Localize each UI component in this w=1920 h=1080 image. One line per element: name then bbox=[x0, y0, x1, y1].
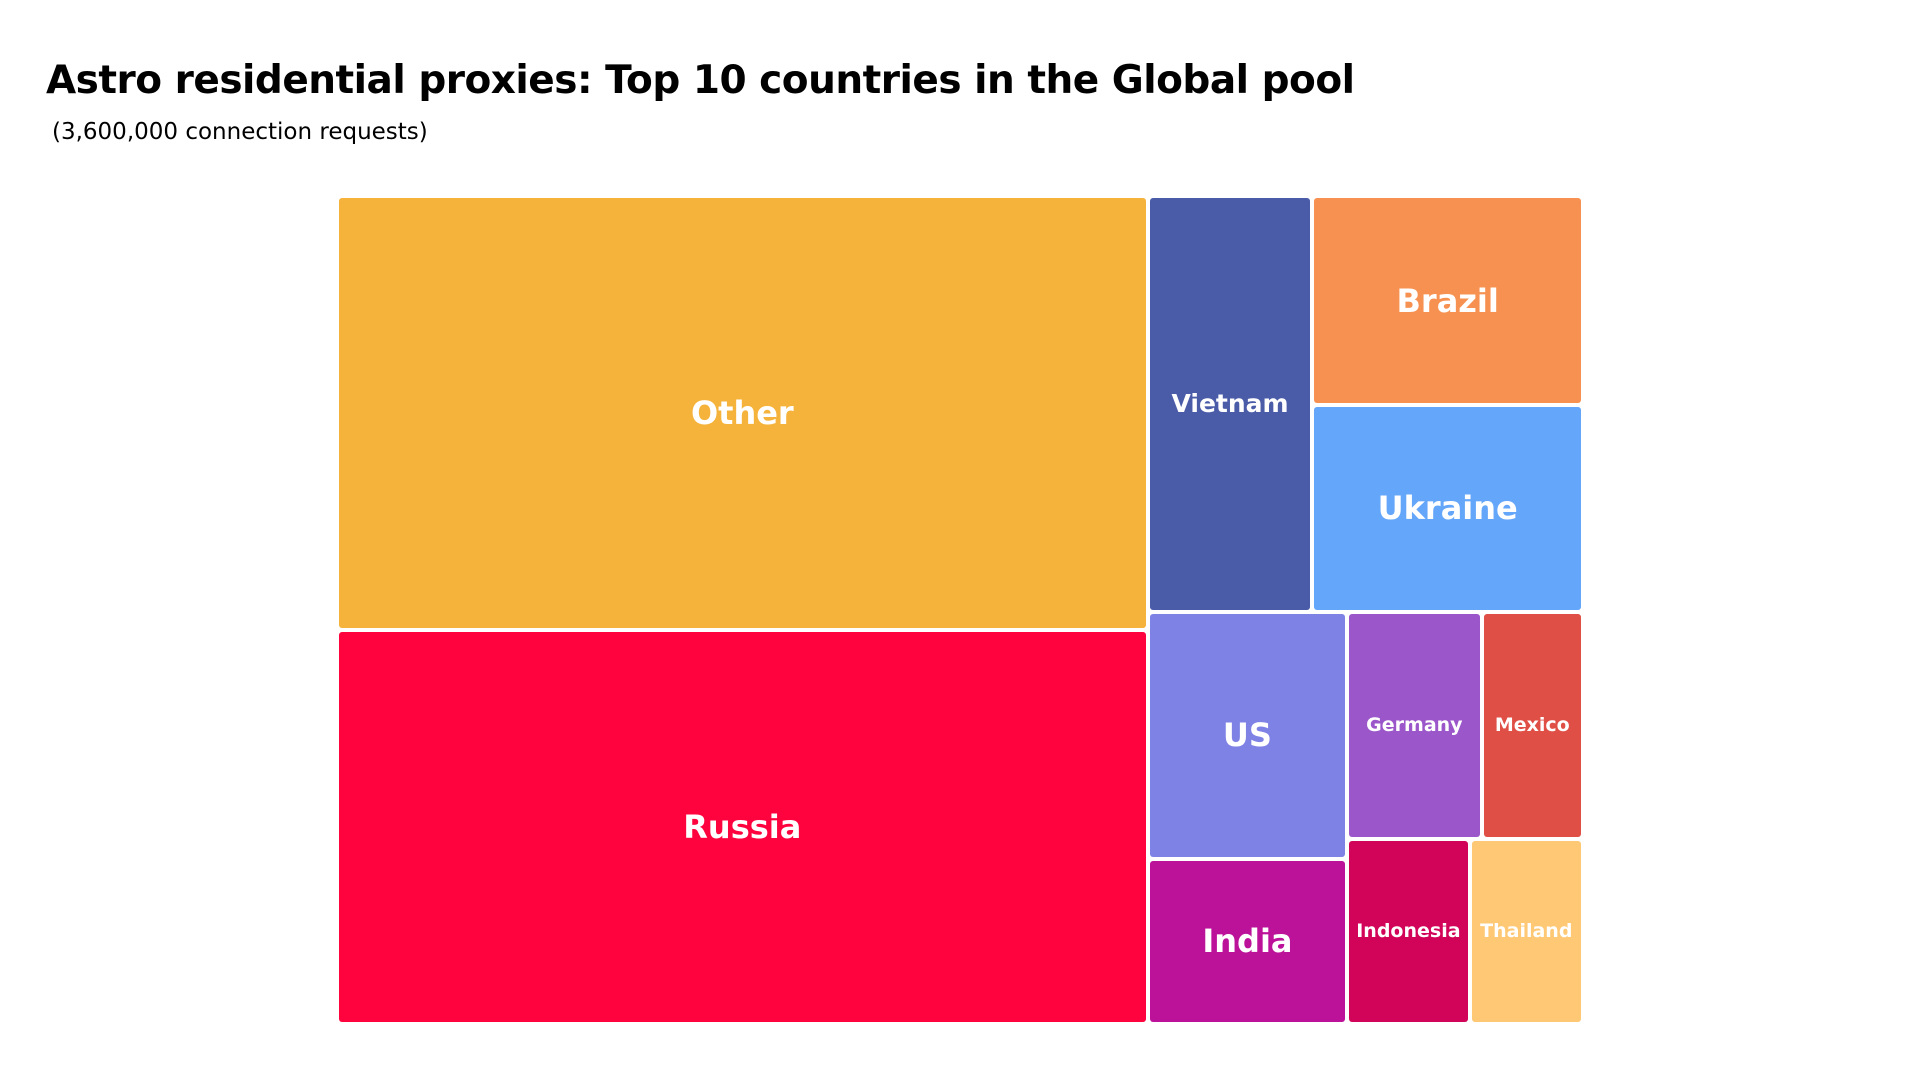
tile-label-other: Other bbox=[690, 394, 794, 433]
treemap-tile-germany: Germany bbox=[1349, 613, 1480, 837]
treemap-tile-india: India bbox=[1149, 860, 1346, 1022]
tile-label-thailand: Thailand bbox=[1480, 920, 1573, 943]
chart-subtitle: (3,600,000 connection requests) bbox=[52, 119, 428, 145]
treemap-tile-vietnam: Vietnam bbox=[1149, 198, 1311, 610]
tile-label-russia: Russia bbox=[683, 808, 802, 847]
treemap-tile-ukraine: Ukraine bbox=[1314, 407, 1581, 610]
treemap-tile-other: Other bbox=[339, 198, 1146, 629]
treemap-tile-russia: Russia bbox=[339, 632, 1146, 1022]
tile-label-brazil: Brazil bbox=[1396, 281, 1499, 320]
chart-title: Astro residential proxies: Top 10 countr… bbox=[46, 58, 1355, 103]
tile-label-germany: Germany bbox=[1366, 714, 1463, 737]
tile-label-indonesia: Indonesia bbox=[1356, 920, 1461, 943]
tile-label-ukraine: Ukraine bbox=[1377, 489, 1518, 528]
treemap-tile-brazil: Brazil bbox=[1314, 198, 1581, 404]
tile-label-vietnam: Vietnam bbox=[1171, 389, 1289, 419]
treemap-tile-thailand: Thailand bbox=[1471, 840, 1581, 1022]
tile-label-us: US bbox=[1222, 716, 1272, 755]
treemap-tile-mexico: Mexico bbox=[1483, 613, 1581, 837]
treemap: Other Russia Vietnam Brazil Ukraine US India Ge… bbox=[339, 198, 1581, 1022]
tile-label-mexico: Mexico bbox=[1494, 714, 1570, 737]
treemap-tile-us: US bbox=[1149, 613, 1346, 857]
tile-label-india: India bbox=[1202, 922, 1293, 961]
treemap-tile-indonesia: Indonesia bbox=[1349, 840, 1468, 1022]
